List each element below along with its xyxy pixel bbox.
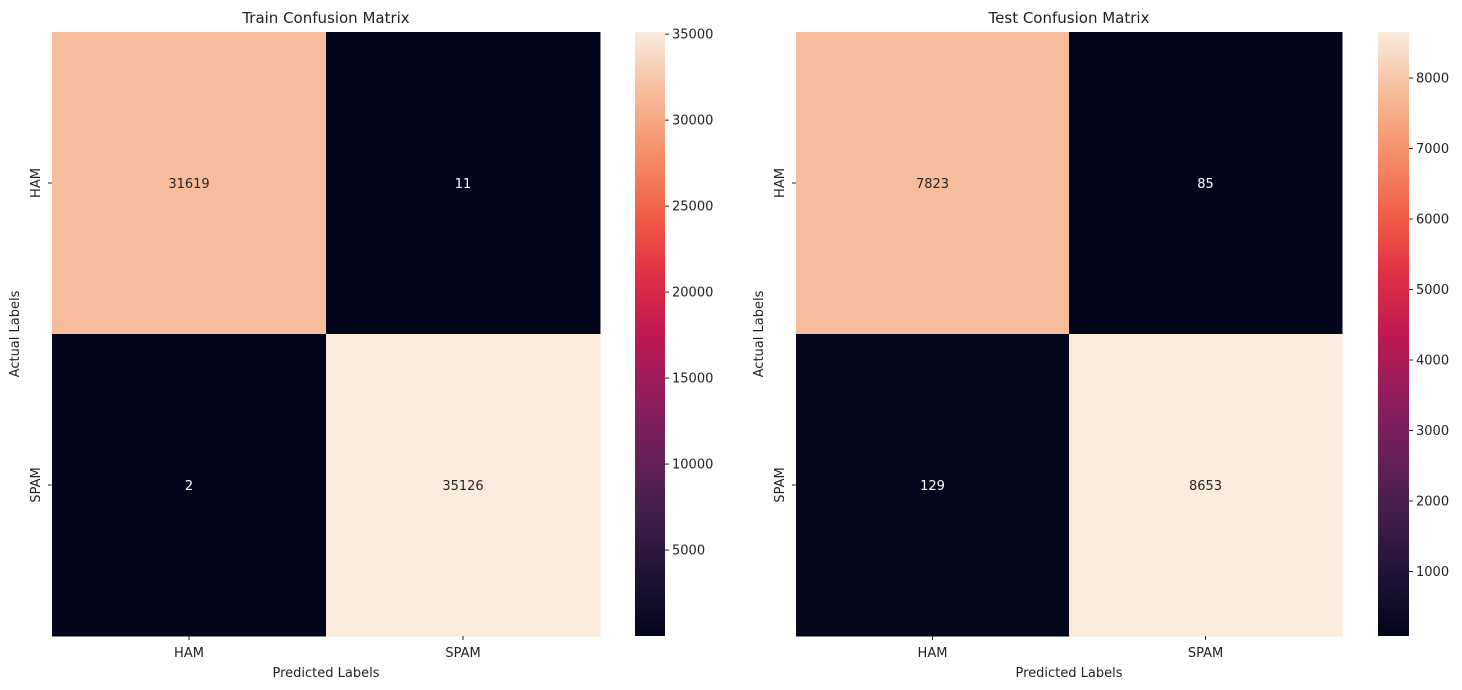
- heatmap-test: 7823 85 129 8653 Test Confusion Matrix HAM SPA…: [752, 9, 1449, 681]
- colorbar-tick-label: 4000: [1416, 354, 1449, 369]
- x-tick-label: HAM: [174, 646, 204, 661]
- cell-value-label: 2: [185, 479, 193, 494]
- colorbar-tick-label: 1000: [1416, 565, 1449, 580]
- y-tick-label: HAM: [29, 168, 44, 198]
- x-axis-label: Predicted Labels: [272, 666, 379, 681]
- x-tick-label: SPAM: [445, 646, 480, 661]
- y-axis-label: Actual Labels: [752, 290, 767, 377]
- chart-title: Test Confusion Matrix: [988, 9, 1150, 27]
- cell-value-label: 7823: [916, 177, 949, 192]
- colorbar-tick-label: 35000: [672, 28, 713, 43]
- cell-value-label: 85: [1197, 177, 1214, 192]
- cell-value-label: 35126: [442, 479, 483, 494]
- colorbar-tick-label: 8000: [1416, 72, 1449, 87]
- colorbar-tick-label: 15000: [672, 372, 713, 387]
- cell-value-label: 8653: [1189, 479, 1222, 494]
- colorbar: [1378, 32, 1409, 636]
- cell-value-label: 11: [455, 177, 472, 192]
- y-tick-label: SPAM: [29, 467, 44, 502]
- colorbar-tick-label: 6000: [1416, 213, 1449, 228]
- y-tick-label: HAM: [773, 168, 788, 198]
- heatmap-cell: [796, 32, 1070, 335]
- colorbar-tick-label: 10000: [672, 458, 713, 473]
- heatmap-cell: [326, 334, 601, 637]
- x-axis-label: Predicted Labels: [1015, 666, 1122, 681]
- heatmap-cell: [52, 334, 327, 637]
- colorbar-tick-label: 3000: [1416, 424, 1449, 439]
- x-tick-label: SPAM: [1188, 646, 1223, 661]
- colorbar-tick-label: 25000: [672, 200, 713, 215]
- heatmap-cell: [1069, 32, 1343, 335]
- heatmap-train: 31619 11 2 35126 Train Confusion Matrix HAM SP…: [8, 9, 713, 681]
- x-tick-label: HAM: [918, 646, 948, 661]
- heatmap-cell: [326, 32, 601, 335]
- colorbar: [635, 32, 665, 636]
- y-tick-label: SPAM: [773, 467, 788, 502]
- heatmap-cell: [52, 32, 327, 335]
- colorbar-tick-label: 5000: [1416, 283, 1449, 298]
- cell-value-label: 129: [920, 479, 945, 494]
- colorbar-tick-label: 30000: [672, 114, 713, 129]
- charts-layer: 31619 11 2 35126 Train Confusion Matrix HAM SP…: [8, 9, 1449, 681]
- heatmap-cell: [1069, 334, 1343, 637]
- colorbar-tick-label: 20000: [672, 286, 713, 301]
- cell-value-label: 31619: [168, 177, 209, 192]
- colorbar-tick-label: 7000: [1416, 142, 1449, 157]
- heatmap-cell: [796, 334, 1070, 637]
- colorbar-tick-label: 5000: [672, 544, 705, 559]
- y-axis-label: Actual Labels: [8, 290, 23, 377]
- chart-title: Train Confusion Matrix: [241, 9, 409, 27]
- colorbar-tick-label: 2000: [1416, 495, 1449, 510]
